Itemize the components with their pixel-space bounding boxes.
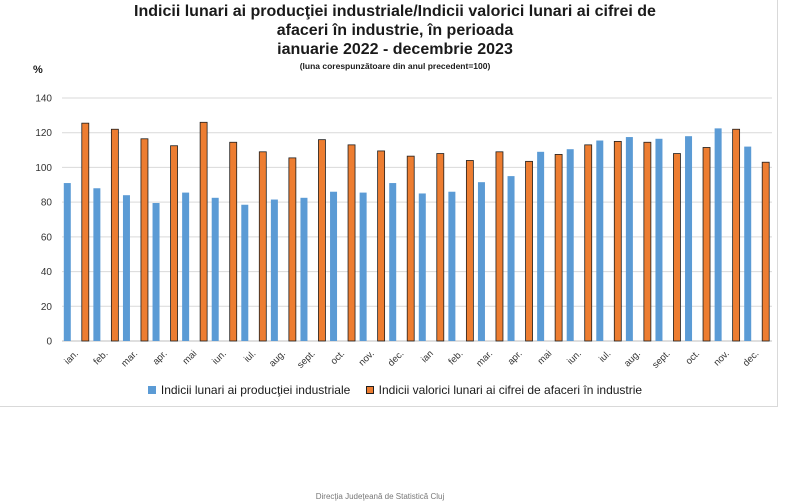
bar-production-7: [270, 199, 278, 341]
bar-production-0: [63, 183, 71, 341]
y-tick-label: 120: [35, 128, 52, 139]
x-tick-label: sept.: [295, 348, 317, 370]
bar-production-15: [507, 176, 515, 341]
bar-turnover-8: [318, 139, 326, 342]
y-tick-label: 80: [41, 198, 53, 209]
page-footer: Direcţia Judeţeană de Statistică Cluj: [315, 492, 445, 501]
x-tick-label: feb.: [447, 348, 466, 367]
bar-turnover-4: [199, 121, 208, 342]
bar-turnover-7: [288, 157, 297, 342]
x-tick-label: aug.: [267, 348, 288, 369]
x-tick-label: nov.: [357, 348, 377, 368]
bar-turnover-3: [170, 145, 178, 342]
y-tick-label: 60: [41, 232, 53, 243]
bar-production-18: [596, 140, 604, 341]
bar-production-19: [625, 137, 633, 341]
x-tick-label: mar.: [474, 348, 495, 369]
y-tick-label: 0: [46, 337, 52, 348]
chart-subtitle: (luna corespunzătoare din anul precedent…: [299, 61, 491, 71]
x-tick-label: iun.: [565, 348, 584, 367]
bar-turnover-23: [761, 161, 770, 342]
bar-production-4: [182, 192, 190, 341]
bar-turnover-14: [495, 151, 504, 342]
x-tick-label: oct.: [329, 348, 348, 367]
x-tick-label: iun.: [210, 348, 229, 367]
bar-production-11: [389, 183, 397, 341]
y-tick-label: 20: [41, 302, 53, 313]
bar-production-13: [448, 191, 456, 341]
bar-production-21: [685, 136, 693, 341]
bar-turnover-0: [81, 122, 90, 342]
bar-turnover-9: [347, 144, 356, 342]
x-tick-label: iul.: [242, 348, 258, 364]
legend: Indicii lunari ai producţiei industriale…: [0, 383, 790, 397]
legend-item-production: Indicii lunari ai producţiei industriale: [147, 383, 351, 397]
legend-item-turnover: Indicii valorici lunari ai cifrei de afa…: [365, 383, 643, 397]
bar-production-3: [152, 203, 160, 341]
bar-production-6: [241, 204, 249, 341]
bar-turnover-2: [140, 138, 149, 342]
bar-turnover-10: [377, 150, 386, 342]
y-axis-label: %: [33, 64, 43, 76]
bar-production-2: [122, 195, 130, 341]
bar-production-16: [537, 151, 545, 341]
x-tick-label: nov.: [712, 348, 732, 368]
chart-frame: [0, 0, 778, 407]
y-tick-label: 100: [35, 163, 52, 174]
bar-turnover-17: [584, 144, 593, 342]
x-tick-label: mar.: [119, 348, 140, 369]
bars: [63, 121, 770, 342]
bar-production-23: [744, 146, 752, 341]
legend-label-turnover: Indicii valorici lunari ai cifrei de afa…: [378, 383, 643, 397]
bar-turnover-22: [732, 128, 741, 342]
bar-turnover-1: [110, 128, 119, 342]
legend-swatch-turnover: [365, 386, 374, 394]
x-tick-label: dec.: [741, 348, 761, 368]
bar-turnover-13: [465, 160, 474, 342]
x-tick-label: apr.: [506, 348, 525, 367]
bar-turnover-19: [643, 141, 652, 342]
chart-title-line-3: ianuarie 2022 - decembrie 2023: [277, 41, 513, 58]
y-tick-label: 40: [41, 267, 53, 278]
bar-production-8: [300, 197, 308, 341]
bar-production-14: [477, 182, 485, 341]
x-tick-label: mai: [536, 348, 555, 367]
bar-turnover-12: [436, 153, 445, 342]
bar-production-20: [655, 138, 663, 341]
legend-label-production: Indicii lunari ai producţiei industriale: [160, 383, 351, 397]
bar-turnover-5: [229, 141, 238, 342]
bar-production-9: [330, 191, 338, 341]
x-tick-label: aug.: [622, 348, 643, 369]
bar-production-5: [211, 197, 219, 341]
x-tick-label: oct.: [684, 348, 703, 367]
x-tick-label: mai: [181, 348, 200, 367]
x-tick-label: sept.: [650, 348, 672, 370]
x-tick-label: feb.: [92, 348, 111, 367]
bar-turnover-18: [613, 140, 622, 342]
x-tick-label: ian.: [62, 348, 81, 367]
bar-production-10: [359, 192, 367, 341]
x-tick-label: apr.: [151, 348, 170, 367]
bar-production-17: [566, 149, 574, 341]
bar-turnover-11: [406, 155, 415, 342]
bar-production-1: [93, 188, 101, 341]
y-tick-label: 140: [35, 94, 52, 105]
legend-swatch-production: [147, 386, 156, 394]
chart-title-line-1: Indicii lunari ai producţiei industriale…: [134, 3, 656, 20]
bar-turnover-6: [258, 151, 267, 342]
bar-production-22: [714, 128, 722, 341]
x-tick-label: ian: [419, 348, 436, 365]
x-tick-label: dec.: [386, 348, 406, 368]
x-tick-label: iul.: [597, 348, 613, 364]
chart-title-line-2: afaceri în industrie, în perioada: [276, 22, 514, 39]
bar-turnover-20: [673, 153, 681, 342]
bar-turnover-21: [702, 147, 711, 342]
bar-production-12: [418, 193, 426, 341]
gridlines: [62, 97, 772, 342]
bar-turnover-15: [525, 160, 533, 342]
bar-turnover-16: [554, 154, 563, 342]
